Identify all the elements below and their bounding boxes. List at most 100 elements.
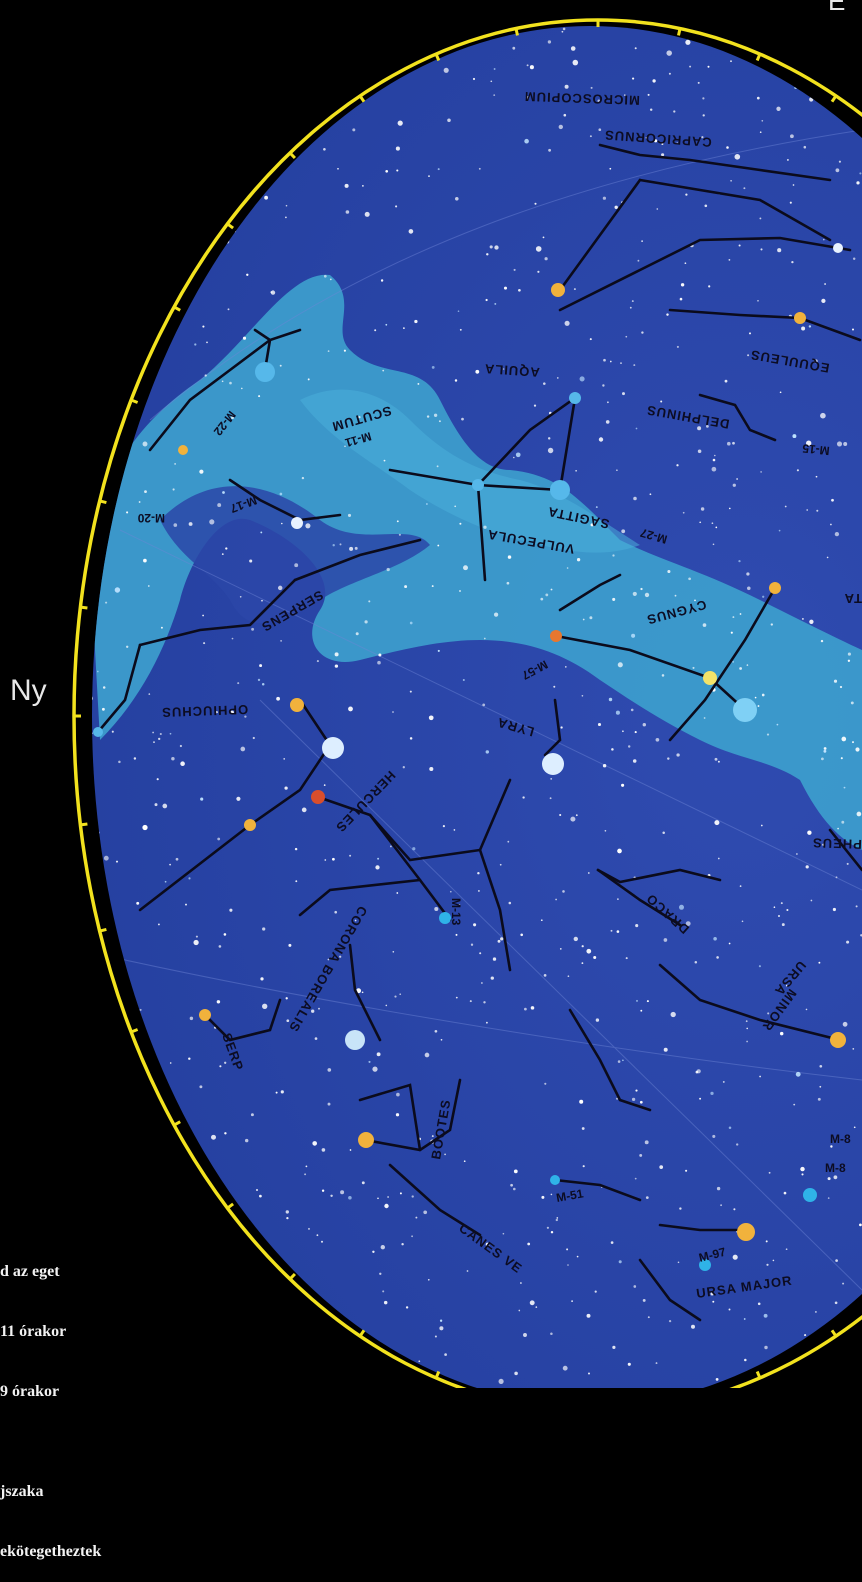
horizon-tick <box>173 305 181 312</box>
star <box>423 1210 428 1215</box>
star <box>524 1007 527 1011</box>
star <box>717 760 720 763</box>
star <box>454 379 458 382</box>
star <box>414 319 418 324</box>
star <box>607 401 609 404</box>
label-ophiuchus: OPHIUCHUS <box>161 702 248 720</box>
star <box>244 715 247 718</box>
star <box>563 113 567 117</box>
star <box>442 825 445 828</box>
star <box>656 208 659 210</box>
star <box>708 285 711 288</box>
star <box>395 146 400 151</box>
star <box>127 1364 129 1367</box>
star <box>832 907 836 912</box>
star <box>434 1335 437 1338</box>
star <box>805 1008 808 1011</box>
star <box>215 710 218 714</box>
star <box>567 1264 569 1266</box>
star <box>307 378 310 381</box>
star <box>255 1188 259 1192</box>
lyra-lines <box>543 698 562 757</box>
horizon-tick <box>288 151 296 160</box>
star <box>426 503 428 505</box>
horizon-tick <box>358 95 366 103</box>
star <box>835 876 838 879</box>
star <box>180 761 185 766</box>
star <box>493 68 496 70</box>
star <box>218 945 222 948</box>
horizon-tick <box>677 28 682 36</box>
star <box>499 863 502 866</box>
star <box>526 64 529 67</box>
star <box>711 522 714 525</box>
star <box>142 824 148 831</box>
star <box>294 847 298 851</box>
star <box>616 1097 619 1100</box>
star <box>433 413 438 417</box>
star <box>801 617 804 620</box>
star <box>288 943 292 947</box>
star <box>562 27 566 31</box>
star <box>270 291 273 294</box>
star <box>169 732 172 735</box>
star <box>730 631 733 634</box>
star <box>746 1027 749 1030</box>
star <box>859 172 862 175</box>
star <box>856 811 862 817</box>
star <box>116 29 120 32</box>
star <box>629 306 632 309</box>
star <box>685 921 691 927</box>
star <box>206 187 210 190</box>
star <box>486 253 489 256</box>
star <box>398 533 401 536</box>
star <box>324 859 327 861</box>
star <box>630 708 634 712</box>
star <box>792 434 797 439</box>
star <box>717 857 720 860</box>
star <box>403 327 405 329</box>
caption-line: d az eget <box>0 1263 60 1280</box>
horizon-tick <box>130 1028 139 1034</box>
star <box>662 831 665 834</box>
star <box>803 145 807 149</box>
horizon-tick <box>288 1272 296 1281</box>
star <box>547 447 554 454</box>
star <box>796 853 798 855</box>
star <box>312 1141 318 1146</box>
star <box>621 529 626 534</box>
star <box>122 154 126 158</box>
milky-way-dark-rift <box>160 486 430 624</box>
star <box>108 448 112 451</box>
star <box>541 1195 545 1199</box>
north-direction-label: É <box>828 0 845 16</box>
scutum-head <box>253 328 272 372</box>
star <box>837 827 839 830</box>
star <box>722 1080 725 1083</box>
star <box>547 437 551 440</box>
constellation-lines <box>96 143 862 1322</box>
star <box>555 898 557 901</box>
star <box>692 666 695 669</box>
star <box>668 1319 672 1323</box>
star <box>668 72 671 75</box>
star <box>202 614 204 617</box>
star <box>485 298 488 302</box>
star <box>727 441 731 446</box>
star <box>835 1259 838 1262</box>
star <box>490 976 494 980</box>
star <box>653 139 658 143</box>
label-m82: M-8 <box>825 1161 846 1175</box>
star <box>181 1240 183 1243</box>
star <box>102 82 107 86</box>
star <box>625 957 628 960</box>
star <box>631 1097 636 1102</box>
star <box>396 892 399 894</box>
star <box>483 637 486 640</box>
star <box>340 1190 345 1195</box>
star <box>426 415 430 418</box>
star <box>732 616 735 619</box>
star <box>317 1320 323 1326</box>
ursa-major-lines <box>658 1223 747 1232</box>
star <box>264 195 268 200</box>
